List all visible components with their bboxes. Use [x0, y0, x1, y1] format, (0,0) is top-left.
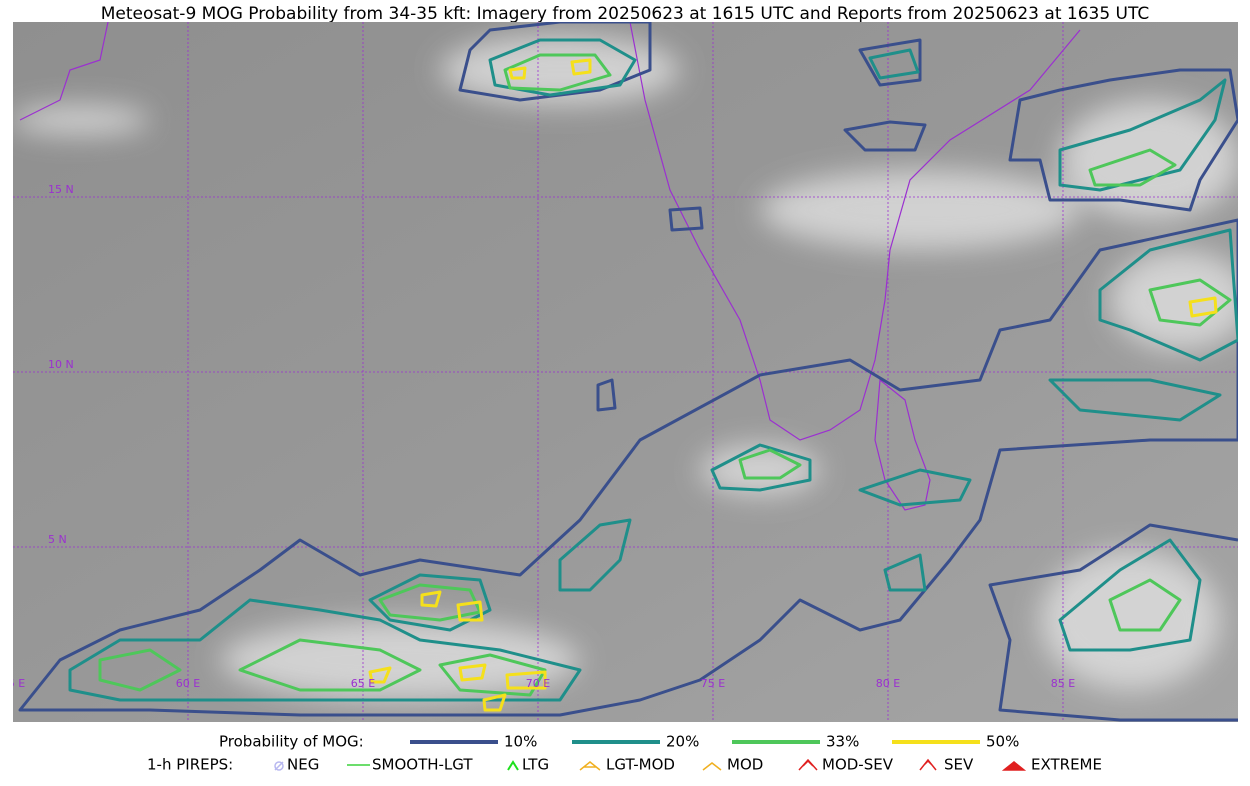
legend-label: 10% — [504, 733, 537, 751]
lon-label: 80 E — [876, 677, 900, 690]
title: Meteosat-9 MOG Probability from 34-35 kf… — [101, 4, 1150, 24]
legend-label: MOD-SEV — [822, 756, 894, 774]
legend-label: 33% — [826, 733, 859, 751]
lon-label: 85 E — [1051, 677, 1075, 690]
lon-label: 70 E — [526, 677, 550, 690]
lat-label: 10 N — [48, 358, 74, 371]
grid — [13, 22, 1238, 722]
lon-label: 55 E — [1, 677, 25, 690]
legend-title: Probability of MOG: — [219, 733, 364, 751]
contours — [18, 22, 1238, 722]
legend-label: SMOOTH-LGT — [372, 756, 473, 774]
legend-label: MOD — [727, 756, 763, 774]
lon-label: 75 E — [701, 677, 725, 690]
lon-label: 65 E — [351, 677, 375, 690]
legend-label: 20% — [666, 733, 699, 751]
legend-label: 50% — [986, 733, 1019, 751]
lat-label: 15 N — [48, 183, 74, 196]
legend-title: 1-h PIREPS: — [147, 756, 233, 774]
legend-label: SEV — [944, 756, 974, 774]
lon-label: 60 E — [176, 677, 200, 690]
lat-label: 5 N — [48, 533, 67, 546]
legend-label: EXTREME — [1031, 756, 1102, 774]
legend: Probability of MOG: 1-h PIREPS: NEG SMOO… — [147, 733, 1102, 774]
map: 15 N 10 N 5 N 55 E 60 E 65 E 70 E 75 E 8… — [1, 22, 1238, 722]
legend-label: NEG — [287, 756, 319, 774]
legend-label: LTG — [522, 756, 549, 774]
legend-label: LGT-MOD — [606, 756, 675, 774]
